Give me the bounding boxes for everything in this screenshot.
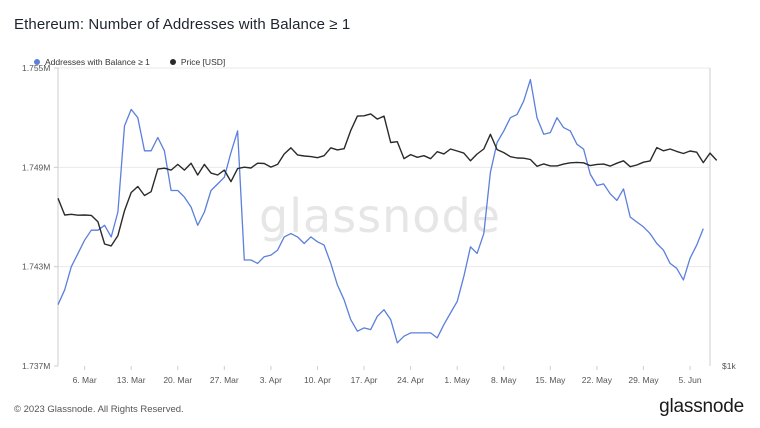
y-tick-label: 1.749M — [22, 162, 50, 172]
x-tick-label: 20. Mar — [163, 375, 192, 385]
x-tick-label: 15. May — [535, 375, 566, 385]
y-tick-label: 1.755M — [22, 63, 50, 73]
watermark: glassnode — [259, 189, 501, 243]
x-tick-label: 24. Apr — [397, 375, 424, 385]
x-tick-label: 17. Apr — [351, 375, 378, 385]
x-tick-label: 13. Mar — [117, 375, 146, 385]
legend-item-addresses[interactable]: Addresses with Balance ≥ 1 — [34, 57, 150, 67]
series-line-addresses[interactable] — [57, 78, 704, 344]
x-tick-label: 3. Apr — [260, 375, 282, 385]
axis-layer: 1.737M 1.743M 1.749M 1.755M $1k 6. Mar 13. Mar… — [22, 63, 736, 385]
series-line-price[interactable] — [57, 113, 718, 247]
legend-label-addresses: Addresses with Balance ≥ 1 — [45, 57, 150, 67]
x-tick-label: 8. May — [491, 375, 517, 385]
y-tick-label: 1.743M — [22, 262, 50, 272]
x-tick-label: 27. Mar — [210, 375, 239, 385]
chart-title: Ethereum: Number of Addresses with Balan… — [14, 16, 351, 33]
chart-legend: Addresses with Balance ≥ 1 Price [USD] — [34, 57, 225, 67]
y-tick-label: 1.737M — [22, 361, 50, 371]
x-tick-label: 1. May — [444, 375, 470, 385]
series-layer — [57, 78, 718, 344]
legend-dot-addresses — [34, 59, 40, 65]
legend-item-price[interactable]: Price [USD] — [169, 57, 226, 67]
y-right-tick-label: $1k — [722, 361, 736, 371]
legend-label-price: Price [USD] — [180, 57, 226, 67]
copyright-text: © 2023 Glassnode. All Rights Reserved. — [14, 404, 184, 415]
brand-logo[interactable]: glassnode — [659, 396, 744, 417]
x-tick-label: 6. Mar — [73, 375, 97, 385]
x-tick-label: 22. May — [582, 375, 613, 385]
x-tick-label: 10. Apr — [304, 375, 331, 385]
x-tick-label: 5. Jun — [678, 375, 701, 385]
legend-dot-price — [169, 59, 176, 65]
x-tick-label: 29. May — [628, 375, 659, 385]
